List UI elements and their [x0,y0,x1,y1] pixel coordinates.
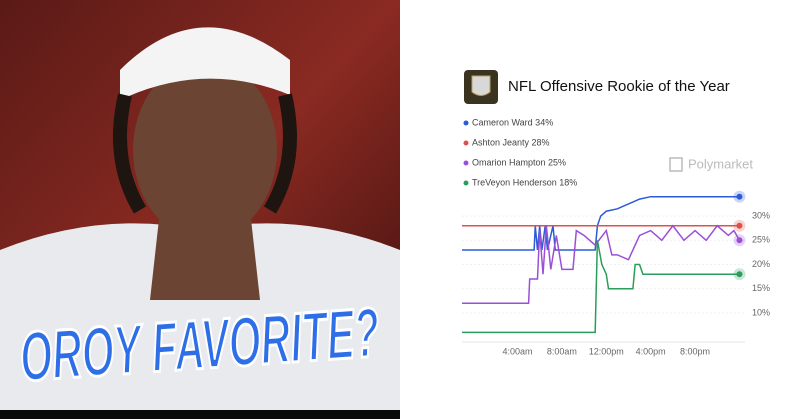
legend-marker [463,140,469,146]
legend-label: Omarion Hampton 25% [472,157,566,167]
y-tick-label: 20% [752,259,770,269]
legend-marker [463,160,469,166]
y-tick-label: 25% [752,235,770,245]
legend-marker [463,120,469,126]
watermark-logo [669,157,683,172]
legend-marker [463,180,469,186]
watermark: Polymarket [688,156,753,171]
nfl-logo [464,70,498,104]
y-tick-label: 10% [752,307,770,317]
chart-panel [400,0,800,419]
legend-label: TreVeyon Henderson 18% [472,177,577,187]
legend-label: Ashton Jeanty 28% [472,137,550,147]
line [462,224,741,304]
photo [0,0,400,419]
end-dot [736,237,743,244]
line [462,195,740,251]
x-tick-label: 8:00pm [680,346,710,356]
chart-title: NFL Offensive Rookie of the Year [508,78,730,95]
x-tick-label: 12:00pm [589,346,624,356]
x-tick-label: 4:00am [502,346,532,356]
y-tick-label: 30% [752,210,770,220]
x-tick-label: 4:00pm [636,346,666,356]
end-dot [736,222,743,229]
end-dot [736,193,743,200]
y-tick-label: 15% [752,283,770,293]
end-dot [736,271,743,278]
x-tick-label: 8:00am [547,346,577,356]
legend-label: Cameron Ward 34% [472,117,553,127]
line [462,240,740,334]
